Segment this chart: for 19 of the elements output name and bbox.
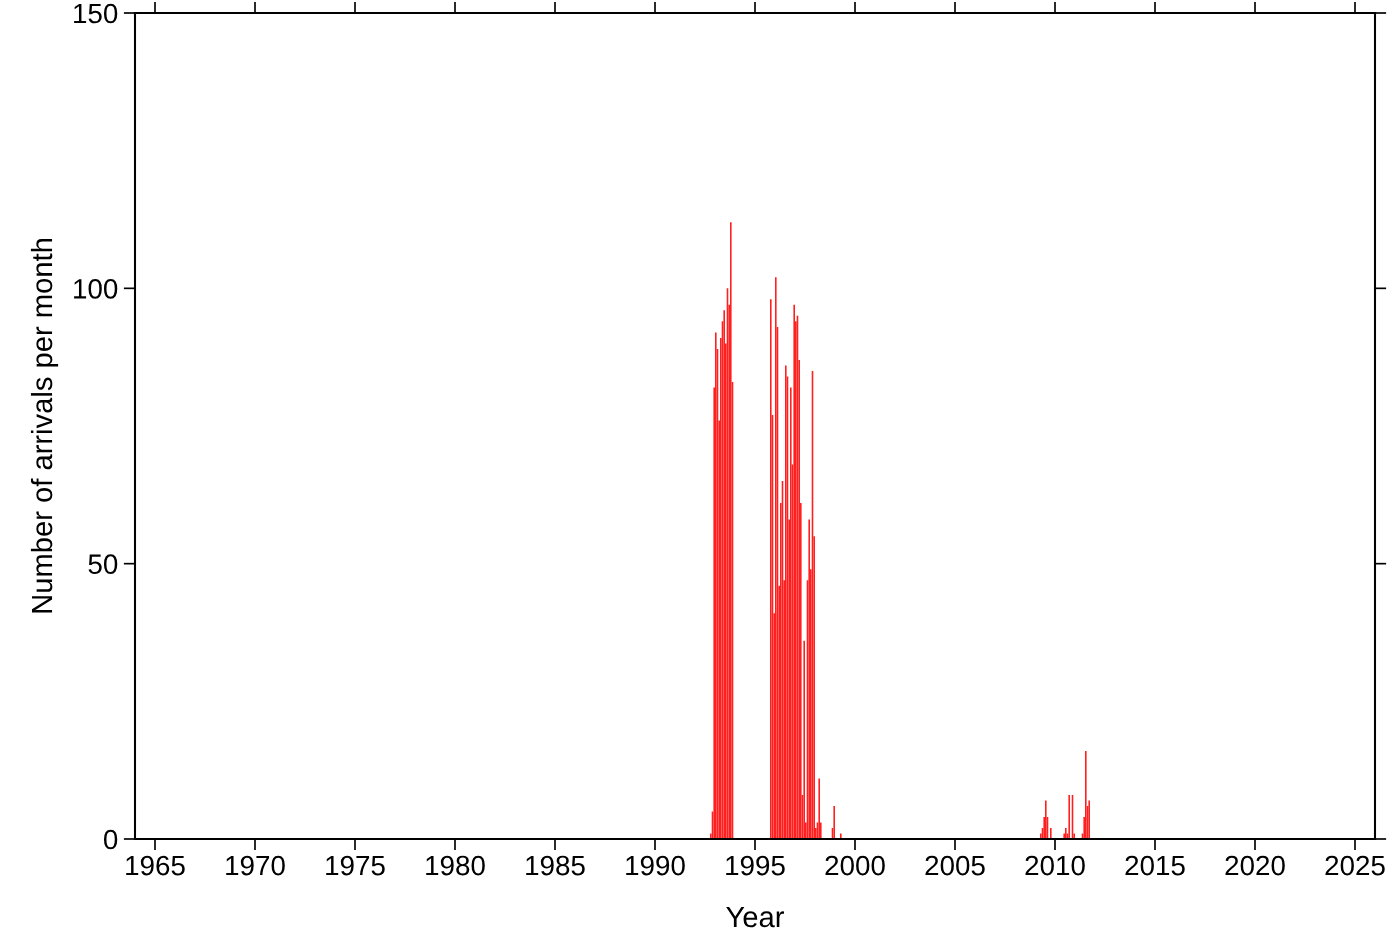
x-tick-label: 2010 xyxy=(1025,855,1085,876)
x-tick-label: 2000 xyxy=(825,855,885,876)
y-axis-title: Number of arrivals per month xyxy=(30,239,59,613)
x-axis-title: Year xyxy=(726,906,784,928)
x-tick-label: 1970 xyxy=(226,855,285,876)
x-tick-label: 1980 xyxy=(426,855,485,876)
y-tick-label: 150 xyxy=(74,3,118,24)
x-tick-label: 2015 xyxy=(1125,855,1185,876)
y-tick-label: 0 xyxy=(103,829,118,850)
x-tick-label: 1965 xyxy=(126,855,185,876)
x-tick-label: 1990 xyxy=(626,855,685,876)
x-tick-label: 2025 xyxy=(1325,855,1385,876)
x-tick-label: 1985 xyxy=(526,855,585,876)
y-tick-label: 50 xyxy=(88,554,118,575)
y-tick-label: 100 xyxy=(74,279,118,299)
x-tick-label: 1975 xyxy=(326,855,385,876)
x-tick-label: 2005 xyxy=(925,855,985,876)
x-tick-label: 1995 xyxy=(726,855,785,876)
x-tick-label: 2020 xyxy=(1225,855,1285,876)
